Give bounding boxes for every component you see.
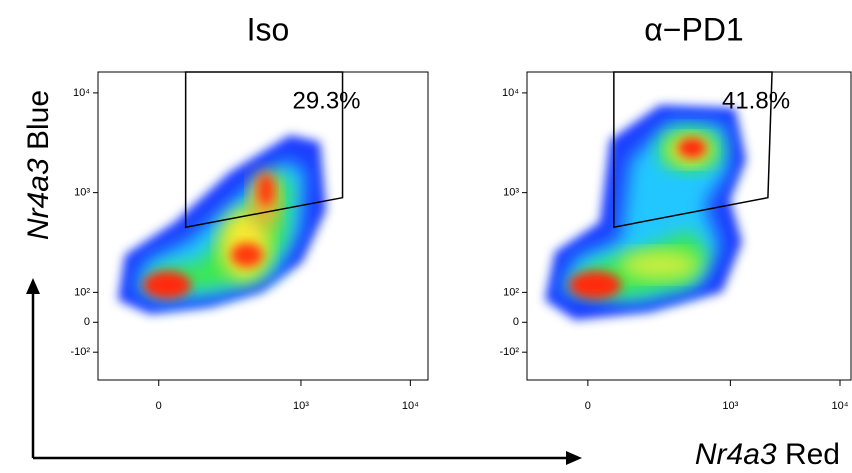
y-tick-label: 10² [503, 286, 519, 298]
y-tick-label: 0 [84, 316, 90, 328]
density-left [118, 135, 326, 314]
y-tick-label: 10⁴ [502, 87, 519, 99]
panel-title: α−PD1 [644, 11, 743, 47]
y-tick-label: -10² [70, 346, 90, 358]
gate [184, 71, 344, 229]
panel-title: Iso [247, 11, 290, 47]
gate-percentage: 29.3% [292, 87, 360, 114]
y-tick-label: -10² [499, 346, 519, 358]
x-tick-label: 10³ [293, 400, 309, 412]
y-tick-label: 10³ [503, 187, 519, 199]
x-tick-label: 0 [156, 400, 162, 412]
y-tick-label: 10² [74, 286, 90, 298]
x-tick-label: 0 [585, 400, 591, 412]
y-tick-label: 10³ [74, 187, 90, 199]
arrows [26, 278, 582, 465]
x-tick-label: 10⁴ [832, 400, 849, 412]
y-tick-label: 10⁴ [73, 87, 90, 99]
x-tick-label: 10³ [722, 400, 738, 412]
y-axis-title: Nr4a3 Blue [22, 90, 55, 240]
x-axis-title: Nr4a3 Red [695, 438, 840, 471]
gate [613, 71, 773, 229]
x-tick-label: 10⁴ [402, 400, 419, 412]
density-right [545, 105, 746, 320]
y-tick-label: 0 [513, 316, 519, 328]
gate-percentage: 41.8% [722, 87, 790, 114]
